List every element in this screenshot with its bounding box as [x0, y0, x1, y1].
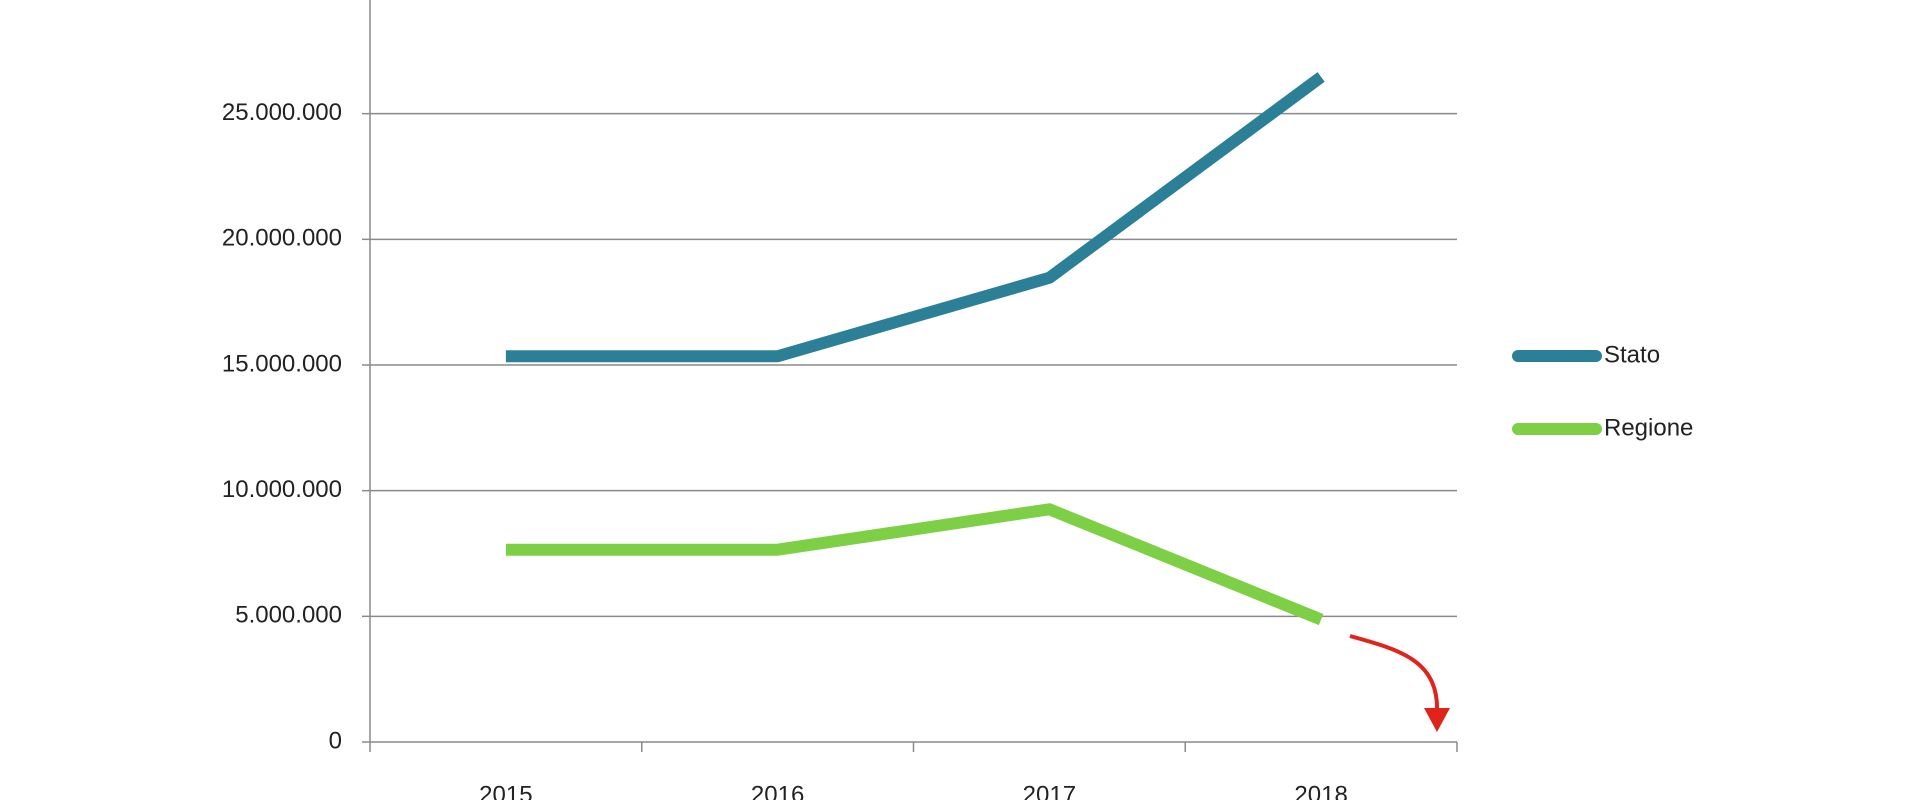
- y-tick-label: 0: [329, 727, 342, 754]
- x-tick-label: 2016: [751, 781, 804, 800]
- legend-label: Stato: [1604, 341, 1660, 368]
- x-tick-label: 2015: [479, 781, 532, 800]
- y-tick-label: 5.000.000: [235, 602, 342, 629]
- arrow-curve: [1349, 634, 1440, 716]
- x-tick-label: 2017: [1023, 781, 1076, 800]
- y-tick-label: 15.000.000: [222, 350, 342, 377]
- y-tick-label: 20.000.000: [222, 225, 342, 252]
- legend-label: Regione: [1604, 414, 1693, 441]
- y-tick-label: 25.000.000: [222, 99, 342, 126]
- annotation-arrow: [1349, 634, 1450, 732]
- y-tick-label: 10.000.000: [222, 476, 342, 503]
- x-tick-label: 2018: [1294, 781, 1347, 800]
- arrow-head: [1424, 708, 1450, 732]
- series-line: [505, 503, 1324, 626]
- series-line: [505, 72, 1325, 363]
